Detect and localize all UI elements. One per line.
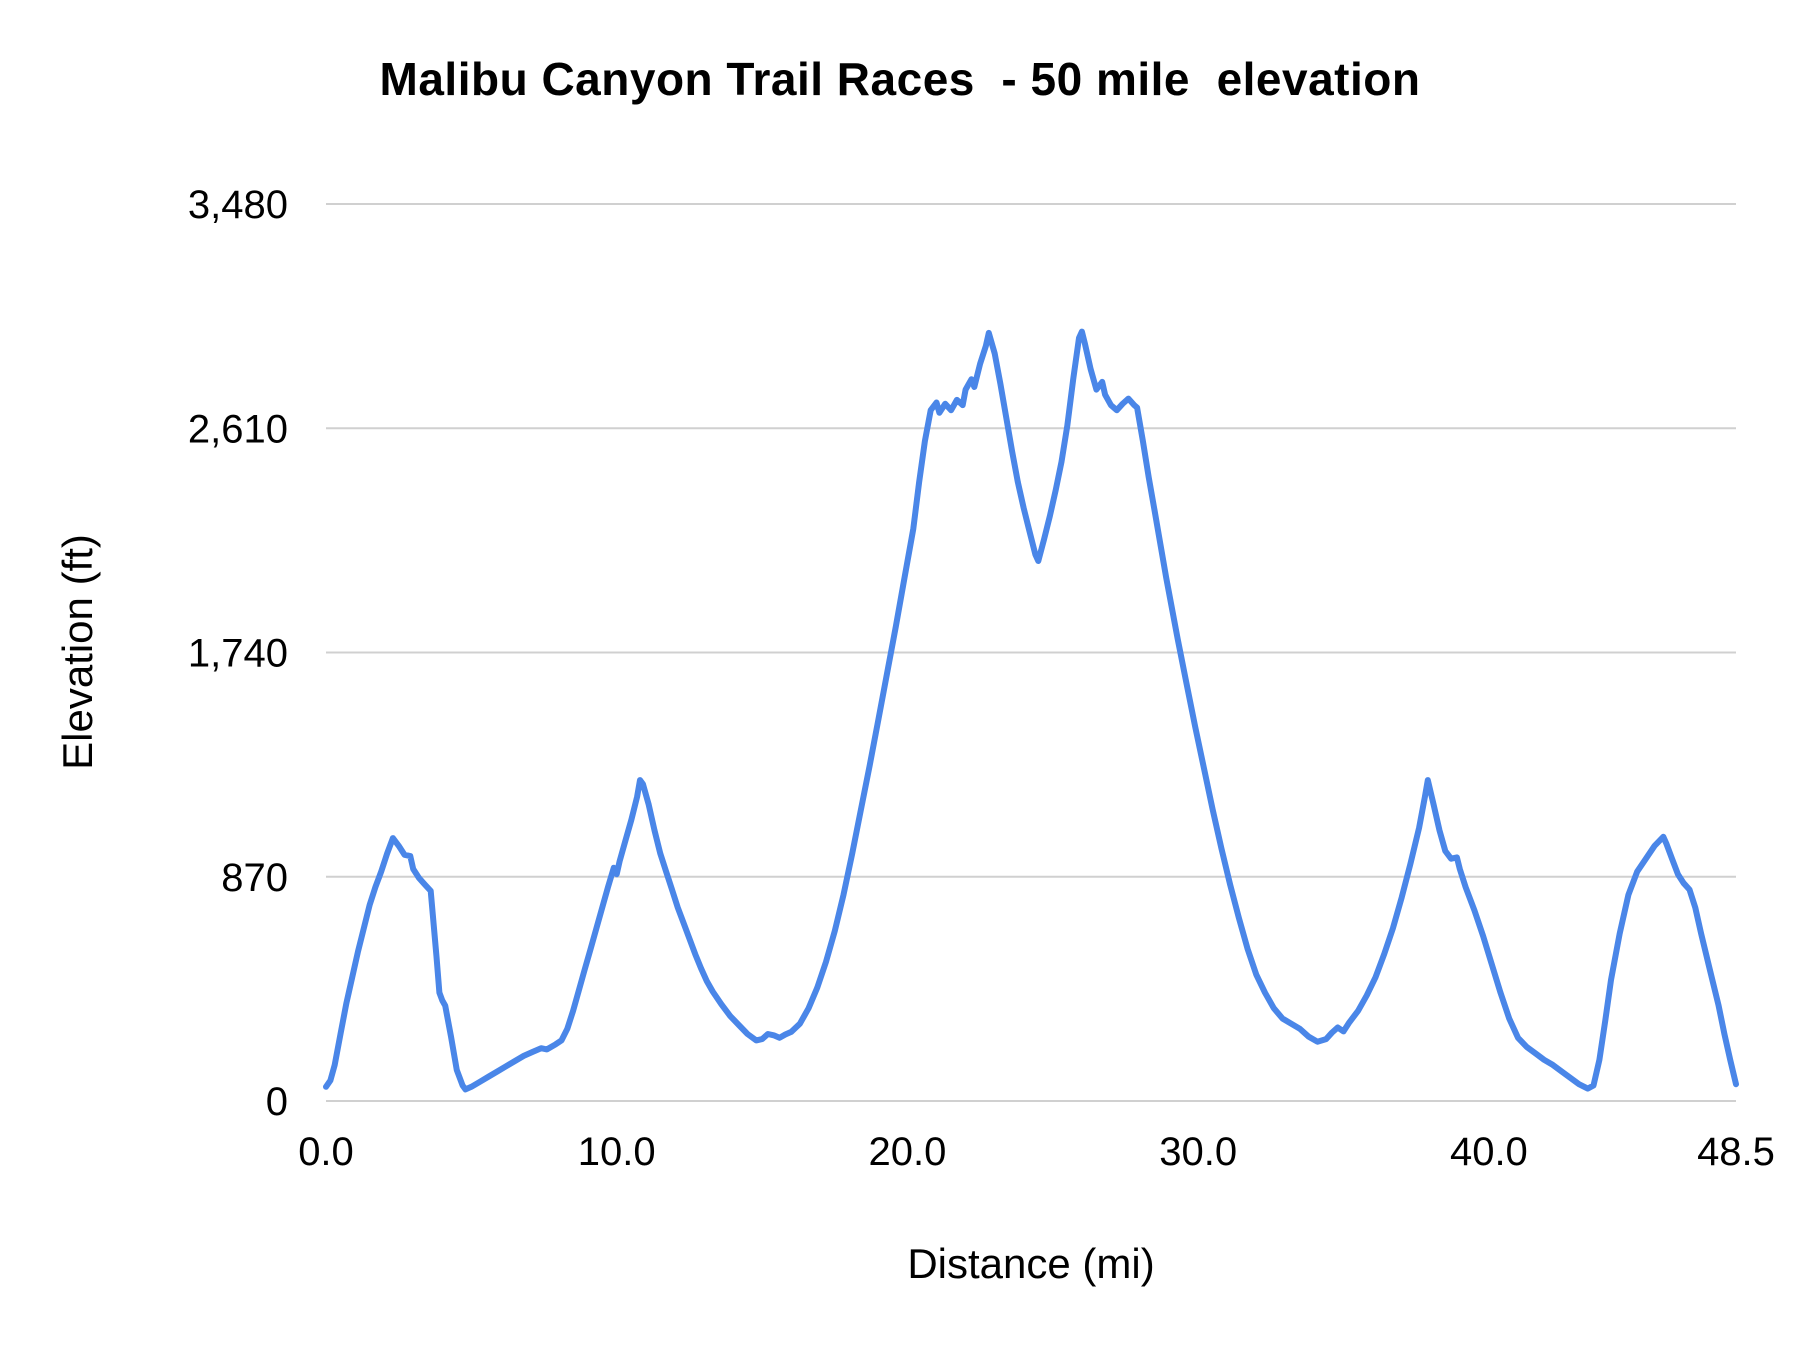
x-tick-label: 30.0 [1159,1130,1237,1174]
y-tick-label: 0 [266,1080,288,1124]
y-tick-label: 1,740 [188,632,288,676]
y-tick-label: 2,610 [188,407,288,451]
x-tick-label: 0.0 [298,1130,354,1174]
x-tick-label: 20.0 [869,1130,947,1174]
y-tick-label: 3,480 [188,183,288,227]
x-tick-label: 40.0 [1450,1130,1528,1174]
elevation-series-line [323,328,1739,1093]
chart-title: Malibu Canyon Trail Races - 50 mile elev… [379,53,1421,105]
x-axis-title: Distance (mi) [907,1240,1155,1287]
x-tick-label: 10.0 [578,1130,656,1174]
y-axis-title: Elevation (ft) [54,534,101,770]
x-tick-label: 48.5 [1697,1130,1775,1174]
y-tick-label: 870 [221,856,288,900]
